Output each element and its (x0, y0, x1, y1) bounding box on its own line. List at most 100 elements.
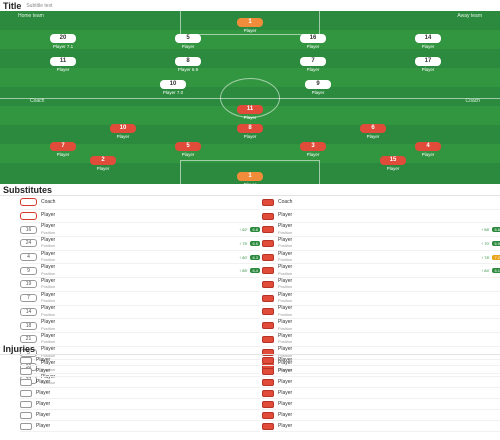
sub-row[interactable]: 18 Player Position (20, 319, 260, 333)
injured-player-name: Player (36, 423, 51, 429)
sub-row[interactable]: Player (20, 210, 260, 224)
sub-row[interactable]: Player Position ↑ 58' 6.6 (262, 223, 500, 238)
injury-row[interactable]: Player (262, 388, 500, 399)
player-marker[interactable]: 11 Player (217, 105, 283, 120)
sub-player: Player Position (41, 265, 235, 276)
injured-player-name: Player (36, 357, 51, 363)
injury-row[interactable]: Player (262, 377, 500, 388)
player-marker[interactable]: 14 Player (395, 34, 461, 49)
shirt-icon (262, 253, 274, 261)
sub-player: Player Position (278, 237, 477, 249)
sub-row[interactable]: Player (262, 210, 500, 224)
injury-row[interactable]: Player (20, 410, 260, 421)
sub-player-position: Position (278, 366, 293, 372)
sub-player-name: Player (41, 319, 56, 326)
player-marker[interactable]: 5 Player (155, 34, 221, 49)
sub-number (20, 198, 37, 207)
player-marker[interactable]: 2 Player (70, 156, 136, 171)
sub-row[interactable]: Coach (20, 196, 260, 210)
sub-row[interactable]: 21 Player Position (20, 333, 260, 347)
injury-row[interactable]: Player (20, 421, 260, 432)
sub-row[interactable]: Player Position (262, 333, 500, 347)
center-circle (220, 78, 280, 118)
shirt-icon (262, 400, 274, 408)
injury-row[interactable]: Player (20, 399, 260, 410)
player-marker[interactable]: 7 Player (280, 57, 346, 72)
player-marker[interactable]: 6 Player (340, 124, 406, 139)
player-marker[interactable]: 8 Player 6.9 (155, 57, 221, 72)
player-marker[interactable]: 16 Player (280, 34, 346, 49)
sub-time: ↑ 62' (239, 227, 248, 233)
sub-number: 14 (20, 307, 37, 316)
player-marker[interactable]: 3 Player (280, 142, 346, 157)
sub-row[interactable]: 19 Player Position (20, 278, 260, 292)
sub-time: ↑ 84' (481, 268, 490, 274)
sub-row[interactable]: Player Position (262, 278, 500, 292)
player-marker[interactable]: 9 Player (285, 80, 351, 95)
player-marker[interactable]: 20 Player 7.1 (30, 34, 96, 49)
sub-player-name: Player (278, 305, 293, 312)
sub-player: Player Position (278, 278, 500, 290)
sub-player: Player Position (278, 320, 500, 331)
sub-player-name: Player (278, 223, 293, 230)
sub-row[interactable]: 16 Player Position ↑ 62' 6.8 (20, 223, 260, 238)
home-injuries-list: Player Player Player Player Player Player Play… (20, 355, 260, 432)
injury-row[interactable]: Player (20, 377, 260, 388)
shirt-icon (262, 335, 274, 343)
player-marker[interactable]: 15 Player (360, 156, 426, 171)
injury-row[interactable]: Player (20, 388, 260, 399)
sub-row[interactable]: 24 Player Position ↑ 75' 6.5 (20, 237, 260, 251)
injury-row[interactable]: Player (262, 399, 500, 410)
player-marker[interactable]: 10 Player (90, 124, 156, 139)
injury-row[interactable]: Player (262, 355, 500, 366)
sub-row[interactable]: Player Position (262, 306, 500, 320)
player-marker[interactable]: 5 Player (155, 142, 221, 157)
injury-row[interactable]: Player (262, 421, 500, 432)
player-number-badge: 10 (160, 80, 186, 89)
player-marker[interactable]: 17 Player (395, 57, 461, 72)
sub-row[interactable]: Player Position ↑ 70' 6.9 (262, 237, 500, 251)
player-name: Player (386, 166, 400, 171)
shirt-icon (262, 294, 274, 302)
player-marker[interactable]: 7 Player (30, 142, 96, 157)
player-name: Player (421, 67, 435, 72)
sub-player-name: Coach (41, 198, 56, 205)
sub-player: Player Position (41, 292, 260, 304)
sub-row[interactable]: 7 Player Position (20, 292, 260, 306)
sub-time: ↑ 80' (239, 254, 248, 260)
player-marker[interactable]: 10 Player 7.0 (140, 80, 206, 95)
pitch-stripe (0, 144, 500, 163)
player-marker[interactable]: 8 Player (217, 124, 283, 139)
shirt-icon (262, 308, 274, 316)
sub-row[interactable]: Player Position (262, 319, 500, 333)
injury-row[interactable]: Player (20, 355, 260, 366)
home-team-name: Home team (18, 13, 44, 19)
sub-row[interactable]: Coach (262, 196, 500, 210)
player-name: Player (181, 44, 195, 49)
sub-row[interactable]: Player Position ↑ 78' 7.2 (262, 251, 500, 265)
injury-row[interactable]: Player (20, 366, 260, 377)
player-marker[interactable]: 4 Player (395, 142, 461, 157)
pitch-stripe (0, 30, 500, 49)
sub-row[interactable]: Player Position (262, 292, 500, 306)
injury-row[interactable]: Player (262, 366, 500, 377)
sub-row[interactable]: 9 Player Position ↑ 85' 6.4 (20, 264, 260, 279)
sub-player-name: Player (278, 346, 293, 353)
player-name: Player (217, 182, 283, 184)
sub-row[interactable]: 14 Player Position (20, 306, 260, 320)
away-injuries-list: Player Player Player Player Player Player Play… (262, 355, 500, 432)
sub-row[interactable]: Player Position ↑ 84' 6.1 (262, 264, 500, 279)
player-marker[interactable]: 11 Player (30, 57, 96, 72)
sub-row[interactable]: 4 Player Position ↑ 80' 6.3 (20, 251, 260, 265)
player-number-badge: 2 (90, 156, 116, 165)
injury-row[interactable]: Player (262, 410, 500, 421)
sub-player-position: Position (278, 311, 293, 317)
sub-player: Player Position (278, 347, 500, 358)
player-name: Player (366, 134, 380, 139)
sub-player-name: Player (41, 332, 56, 339)
sub-player-name: Player (41, 236, 56, 243)
sub-row[interactable]: 5 Player Position (20, 347, 260, 361)
sub-row[interactable]: Player Position (262, 347, 500, 361)
